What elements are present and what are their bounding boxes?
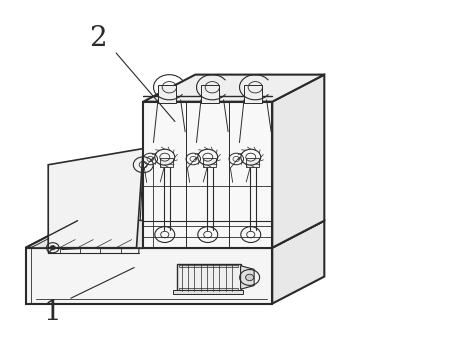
Polygon shape: [25, 221, 324, 248]
Polygon shape: [241, 266, 254, 289]
Bar: [158, 85, 176, 104]
Polygon shape: [272, 75, 324, 248]
Bar: [179, 265, 238, 267]
Polygon shape: [272, 221, 324, 304]
Polygon shape: [143, 102, 272, 248]
Bar: [246, 158, 259, 167]
Circle shape: [50, 245, 55, 250]
Bar: [179, 288, 238, 290]
Bar: [244, 85, 262, 104]
Text: 1: 1: [44, 299, 62, 326]
Circle shape: [246, 274, 254, 281]
Bar: [201, 85, 219, 104]
Bar: [177, 264, 241, 291]
Polygon shape: [31, 221, 319, 248]
Polygon shape: [25, 248, 272, 304]
Polygon shape: [143, 75, 324, 102]
Bar: [173, 290, 243, 294]
Bar: [160, 158, 173, 167]
Bar: [203, 158, 217, 167]
Polygon shape: [48, 148, 143, 248]
Polygon shape: [48, 148, 143, 253]
Text: 2: 2: [89, 25, 107, 52]
